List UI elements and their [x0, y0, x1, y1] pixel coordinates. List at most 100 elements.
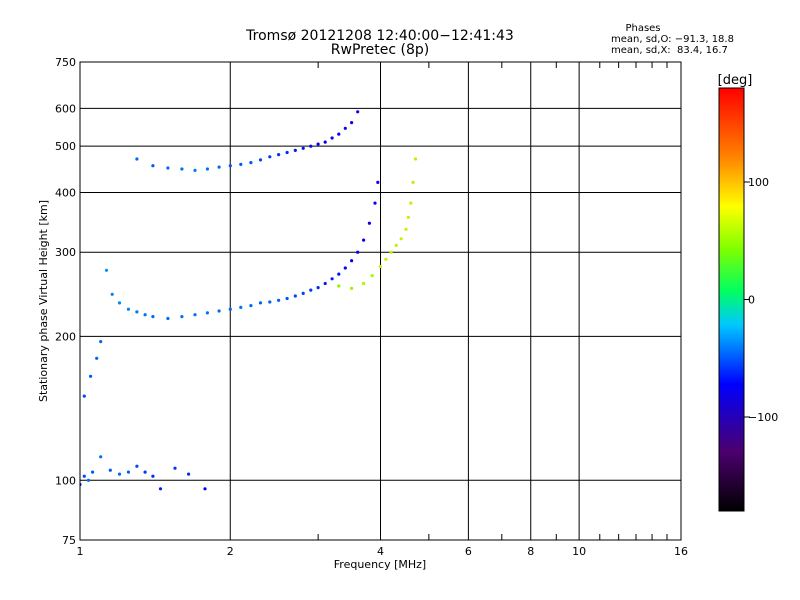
echo-point [99, 455, 103, 459]
echo-point [378, 264, 383, 269]
echo-point [356, 110, 360, 114]
echo-point [135, 310, 139, 314]
echo-point [258, 301, 263, 305]
echo-point [91, 470, 95, 474]
echo-point [323, 281, 327, 286]
echo-point [285, 296, 289, 301]
echo-trace [82, 180, 380, 398]
echo-point [367, 221, 371, 225]
colorbar-tick-label: 0 [748, 294, 755, 307]
echo-point [143, 470, 147, 474]
echo-point [330, 136, 334, 140]
echo-point [180, 167, 184, 171]
echo-point [205, 167, 209, 171]
y-tick-label: 600 [55, 102, 76, 115]
echo-point [343, 266, 347, 270]
echo-point [389, 250, 393, 254]
x-axis-label: Frequency [MHz] [334, 558, 426, 571]
echo-point [151, 474, 155, 478]
grid-lines [80, 62, 681, 540]
echo-point [373, 201, 377, 205]
echo-point [239, 305, 243, 309]
x-tick-labels: 1 2 4 6 8 10 16 [77, 545, 689, 558]
echo-trace [135, 110, 360, 172]
echo-point [301, 291, 305, 295]
y-tick-label: 750 [55, 56, 76, 69]
echo-point [82, 474, 86, 478]
echo-point [217, 309, 221, 313]
echo-point [89, 374, 93, 378]
x-tick-label: 1 [77, 545, 84, 558]
echo-point [409, 201, 413, 205]
echo-point [330, 277, 334, 281]
echo-point [82, 394, 86, 398]
echo-point [99, 340, 103, 344]
echo-point [135, 157, 139, 161]
echo-point [187, 472, 191, 476]
echo-point [356, 250, 360, 254]
y-tick-label: 300 [55, 246, 76, 259]
colorbar-tick-label: 100 [748, 176, 769, 189]
colorbar-tick-label: −100 [748, 411, 778, 424]
echo-point [193, 313, 197, 317]
y-tick-labels: 75 100 200 300 400 500 600 750 [55, 56, 76, 547]
echo-point [337, 284, 341, 288]
echo-point [217, 165, 221, 169]
echo-point [301, 146, 305, 150]
echo-point [343, 126, 347, 130]
echo-point [104, 268, 109, 272]
data-points [80, 110, 418, 491]
axis-ticks [317, 62, 668, 540]
echo-point [309, 144, 313, 148]
x-tick-label: 16 [674, 545, 688, 558]
echo-point [411, 180, 415, 184]
echo-point [376, 180, 380, 184]
x-tick-label: 8 [527, 545, 534, 558]
echo-point [173, 466, 177, 470]
colorbar-label: [deg] [718, 73, 753, 88]
echo-point [337, 132, 341, 136]
echo-point [126, 470, 130, 474]
echo-point [239, 162, 243, 166]
echo-point [337, 272, 341, 276]
echo-point [258, 158, 263, 162]
x-tick-label: 10 [572, 545, 586, 558]
x-tick-label: 2 [227, 545, 234, 558]
echo-point [166, 166, 170, 170]
echo-point [110, 292, 114, 296]
echo-point [117, 472, 122, 476]
y-axis-label: Stationary phase Virtual Height [km] [37, 200, 50, 402]
echo-point [316, 142, 320, 146]
echo-point [117, 301, 122, 305]
plot-frame [79, 61, 682, 541]
echo-point [285, 150, 289, 155]
y-tick-label: 400 [55, 186, 76, 199]
echo-point [350, 259, 354, 263]
stats-o-line: mean, sd,O: −91.3, 18.8 [611, 34, 734, 45]
echo-point [384, 257, 388, 261]
echo-point [228, 307, 232, 311]
echo-point [249, 161, 253, 165]
echo-point [323, 140, 327, 144]
echo-point [108, 468, 112, 472]
echo-point [228, 164, 232, 168]
echo-point [86, 478, 91, 482]
echo-point [404, 227, 408, 231]
echo-point [394, 243, 398, 247]
colorbar [718, 87, 745, 512]
echo-point [316, 286, 320, 290]
echo-point [362, 238, 366, 242]
echo-point [203, 487, 207, 491]
echo-point [350, 286, 354, 290]
echo-trace [80, 455, 207, 491]
echo-point [268, 155, 272, 159]
echo-trace [337, 157, 418, 290]
echo-point [370, 274, 374, 278]
colorbar-ticks: 100 0 −100 [744, 176, 778, 424]
x-tick-label: 4 [377, 545, 384, 558]
echo-point [166, 316, 170, 321]
stats-x-line: mean, sd,X: 83.4, 16.7 [611, 45, 728, 56]
y-tick-label: 100 [55, 474, 76, 487]
stats-heading: Phases [625, 23, 660, 34]
